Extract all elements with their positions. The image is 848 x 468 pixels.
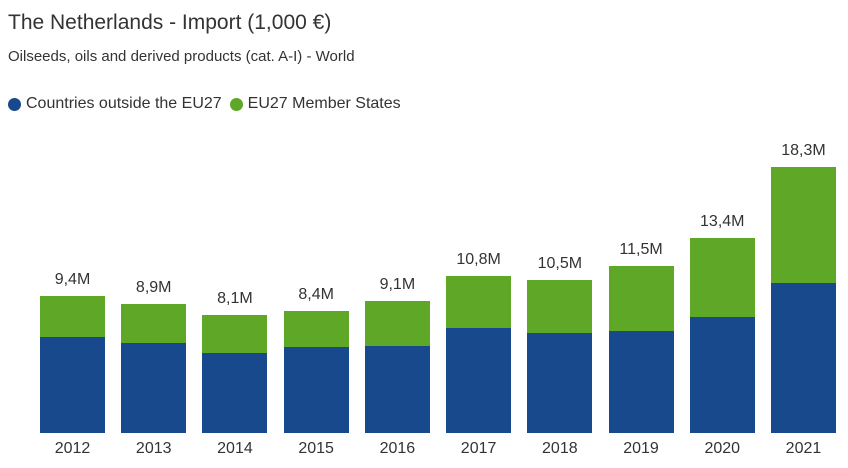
bar-segment-eu27[interactable] [446, 275, 512, 329]
bar-total-label: 8,4M [298, 285, 334, 303]
bar-column-2021: 18,3M [770, 120, 836, 433]
bar-segment-outside-eu27[interactable] [689, 316, 755, 433]
bar-segment-eu27[interactable] [121, 303, 187, 343]
bars-area: 9,4M 8,9M 8,1M 8,4M 9,1M 10,8M 10,5M 11,5M 13,4M… [40, 120, 836, 433]
bar-column-2020: 13,4M [689, 120, 755, 433]
bar-segment-outside-eu27[interactable] [527, 332, 593, 433]
bar-segment-outside-eu27[interactable] [283, 347, 349, 433]
bar-total-label: 10,8M [456, 250, 501, 268]
bar-column-2016: 9,1M [364, 120, 430, 433]
chart-legend: Countries outside the EU27 EU27 Member St… [8, 95, 409, 113]
bar-segment-eu27[interactable] [283, 310, 349, 348]
chart-subtitle: Oilseeds, oils and derived products (cat… [8, 48, 355, 65]
x-axis-label-2017: 2017 [460, 440, 497, 457]
bar-total-label: 11,5M [619, 240, 663, 258]
bar-segment-outside-eu27[interactable] [202, 352, 268, 433]
bar-segment-eu27[interactable] [770, 166, 836, 284]
bar-total-label: 9,1M [379, 275, 416, 293]
x-axis: 2012 2013 2014 2015 2016 2017 2018 2019 2020 2021 [40, 440, 836, 458]
x-axis-label-2020: 2020 [704, 440, 741, 457]
legend-dot-icon [229, 97, 243, 111]
bar-column-2015: 8,4M [283, 120, 349, 433]
x-axis-label-2014: 2014 [217, 440, 253, 457]
x-axis-label-2019: 2019 [623, 440, 659, 457]
legend-item-label: EU27 Member States [247, 95, 401, 112]
bar-segment-eu27[interactable] [40, 296, 105, 337]
x-axis-label-2013: 2013 [135, 440, 172, 457]
bar-total-label: 18,3M [781, 141, 826, 159]
bar-total-label: 9,4M [54, 271, 91, 289]
x-axis-label-2012: 2012 [54, 440, 91, 457]
bar-total-label: 8,9M [135, 278, 172, 296]
bar-column-2017: 10,8M [446, 120, 512, 433]
bar-segment-eu27[interactable] [202, 315, 268, 353]
bar-column-2019: 11,5M [608, 120, 674, 433]
x-axis-label-2016: 2016 [379, 440, 416, 457]
x-axis-label-2021: 2021 [785, 440, 822, 457]
bar-segment-eu27[interactable] [364, 300, 430, 346]
chart-title: The Netherlands - Import (1,000 €) [8, 11, 332, 34]
bar-segment-eu27[interactable] [527, 280, 593, 333]
bar-segment-eu27[interactable] [689, 238, 755, 317]
legend-item-eu27[interactable]: EU27 Member States [229, 95, 401, 113]
bar-column-2014: 8,1M [202, 120, 268, 433]
legend-item-label: Countries outside the EU27 [26, 95, 222, 112]
legend-dot-icon [8, 97, 21, 111]
x-axis-label-2018: 2018 [542, 440, 578, 457]
bar-column-2018: 10,5M [527, 120, 593, 433]
bar-segment-eu27[interactable] [608, 265, 674, 332]
x-axis-label-2015: 2015 [298, 440, 334, 457]
bar-segment-outside-eu27[interactable] [608, 331, 674, 433]
bar-segment-outside-eu27[interactable] [121, 342, 187, 433]
bar-segment-outside-eu27[interactable] [770, 283, 836, 433]
bar-column-2012: 9,4M [40, 120, 105, 433]
bar-column-2013: 8,9M [121, 120, 187, 433]
legend-item-outside-eu27[interactable]: Countries outside the EU27 [8, 95, 222, 113]
bar-segment-outside-eu27[interactable] [40, 336, 105, 433]
bar-total-label: 13,4M [700, 213, 745, 231]
bar-segment-outside-eu27[interactable] [446, 328, 512, 433]
bar-total-label: 8,1M [217, 290, 253, 308]
bar-total-label: 10,5M [537, 255, 583, 273]
bar-segment-outside-eu27[interactable] [364, 345, 430, 433]
